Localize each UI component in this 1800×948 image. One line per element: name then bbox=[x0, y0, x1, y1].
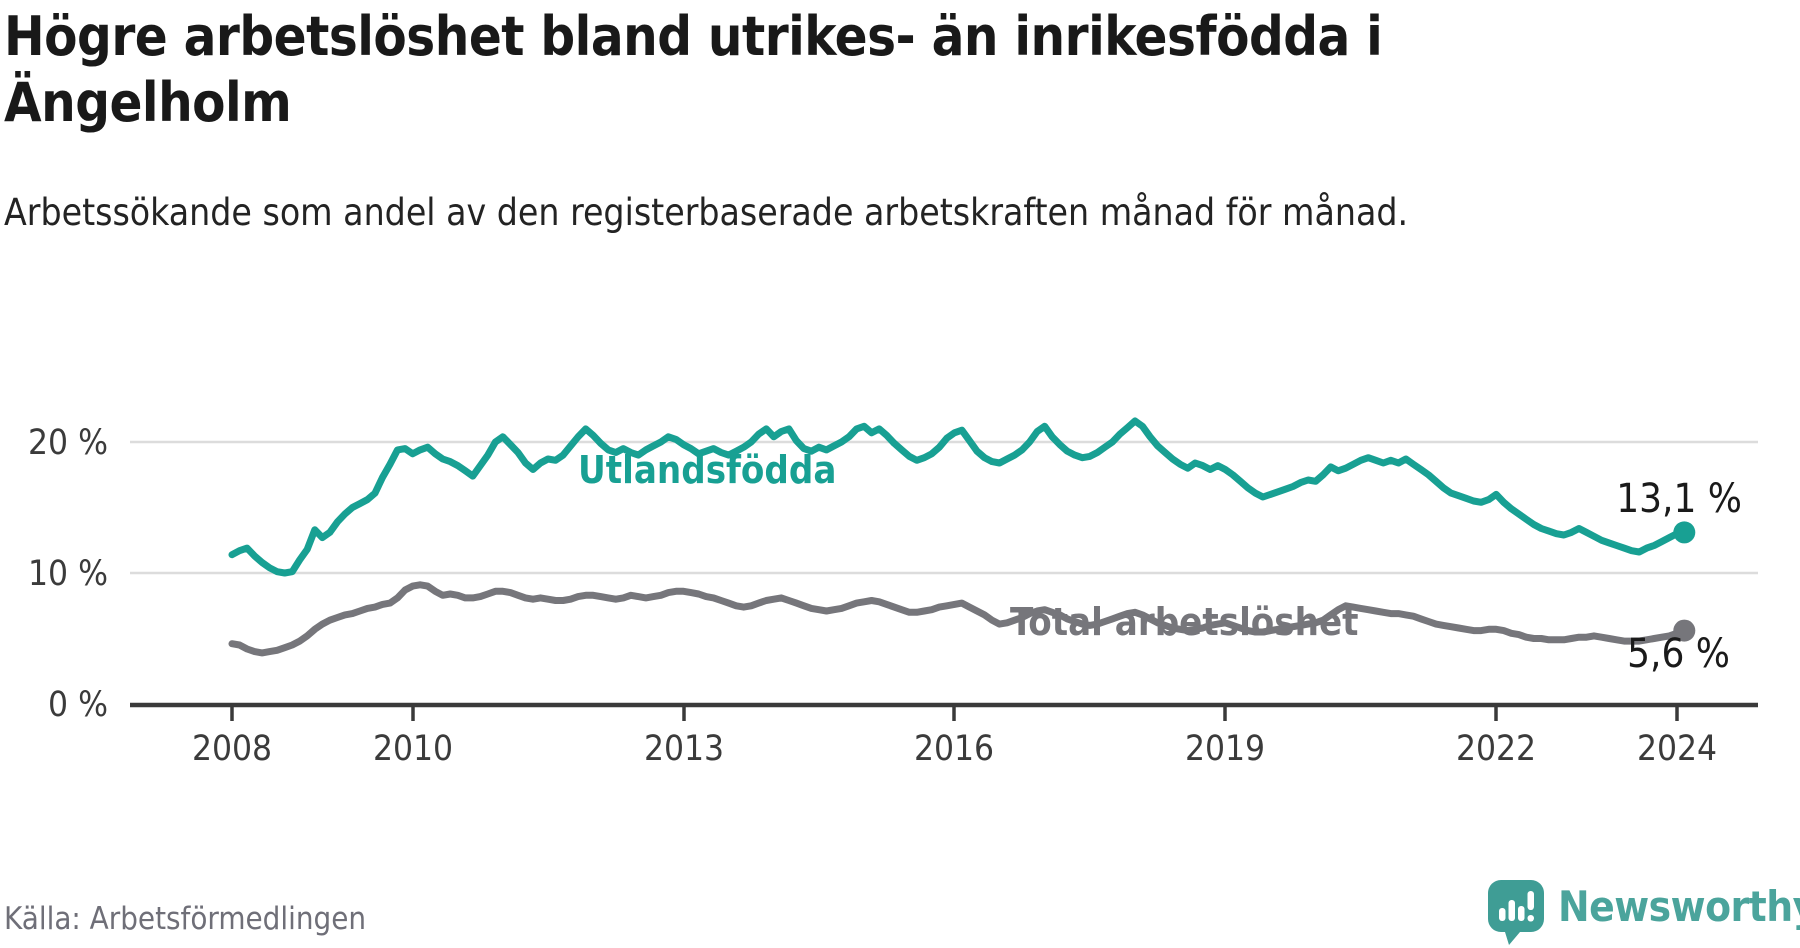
page-title: Högre arbetslöshet bland utrikes- än inr… bbox=[4, 5, 1383, 134]
x-axis-label-2016: 2016 bbox=[914, 729, 994, 769]
series-label-utlandsfodda: Utlandsfödda bbox=[578, 448, 836, 492]
x-axis-label-2013: 2013 bbox=[644, 729, 724, 769]
source-text: Källa: Arbetsförmedlingen bbox=[4, 901, 367, 937]
end-dot-total bbox=[1673, 619, 1696, 642]
plot-area bbox=[228, 417, 1696, 657]
x-axis-label-2008: 2008 bbox=[192, 729, 272, 769]
page-subtitle: Arbetssökande som andel av den registerb… bbox=[4, 191, 1409, 234]
x-axis-label-2019: 2019 bbox=[1185, 729, 1265, 769]
series-line-utlandsfodda bbox=[228, 417, 1688, 577]
x-axis-ticks bbox=[230, 707, 1679, 721]
line-chart: 20 % 10 % 0 % 2008 2010 2013 2016 2019 2… bbox=[28, 417, 1758, 769]
x-axis-label-2024: 2024 bbox=[1637, 729, 1717, 769]
newsworthy-logo: Newsworthy bbox=[1488, 880, 1800, 946]
end-value-label-utlandsfodda: 13,1 % bbox=[1616, 476, 1742, 522]
y-axis-label-20: 20 % bbox=[28, 423, 108, 463]
end-value-label-total: 5,6 % bbox=[1627, 631, 1730, 677]
x-axis-label-2010: 2010 bbox=[373, 729, 453, 769]
x-axis-label-2022: 2022 bbox=[1456, 729, 1536, 769]
y-axis-label-0: 0 % bbox=[48, 685, 108, 725]
end-dot-utlandsfodda bbox=[1673, 521, 1696, 544]
series-label-total: Total arbetslöshet bbox=[1010, 600, 1359, 644]
bar-chart-speech-bubble-icon bbox=[1488, 880, 1544, 945]
series-line-total bbox=[228, 581, 1688, 657]
newsworthy-wordmark: Newsworthy bbox=[1558, 882, 1800, 931]
y-axis-label-10: 10 % bbox=[28, 554, 108, 594]
